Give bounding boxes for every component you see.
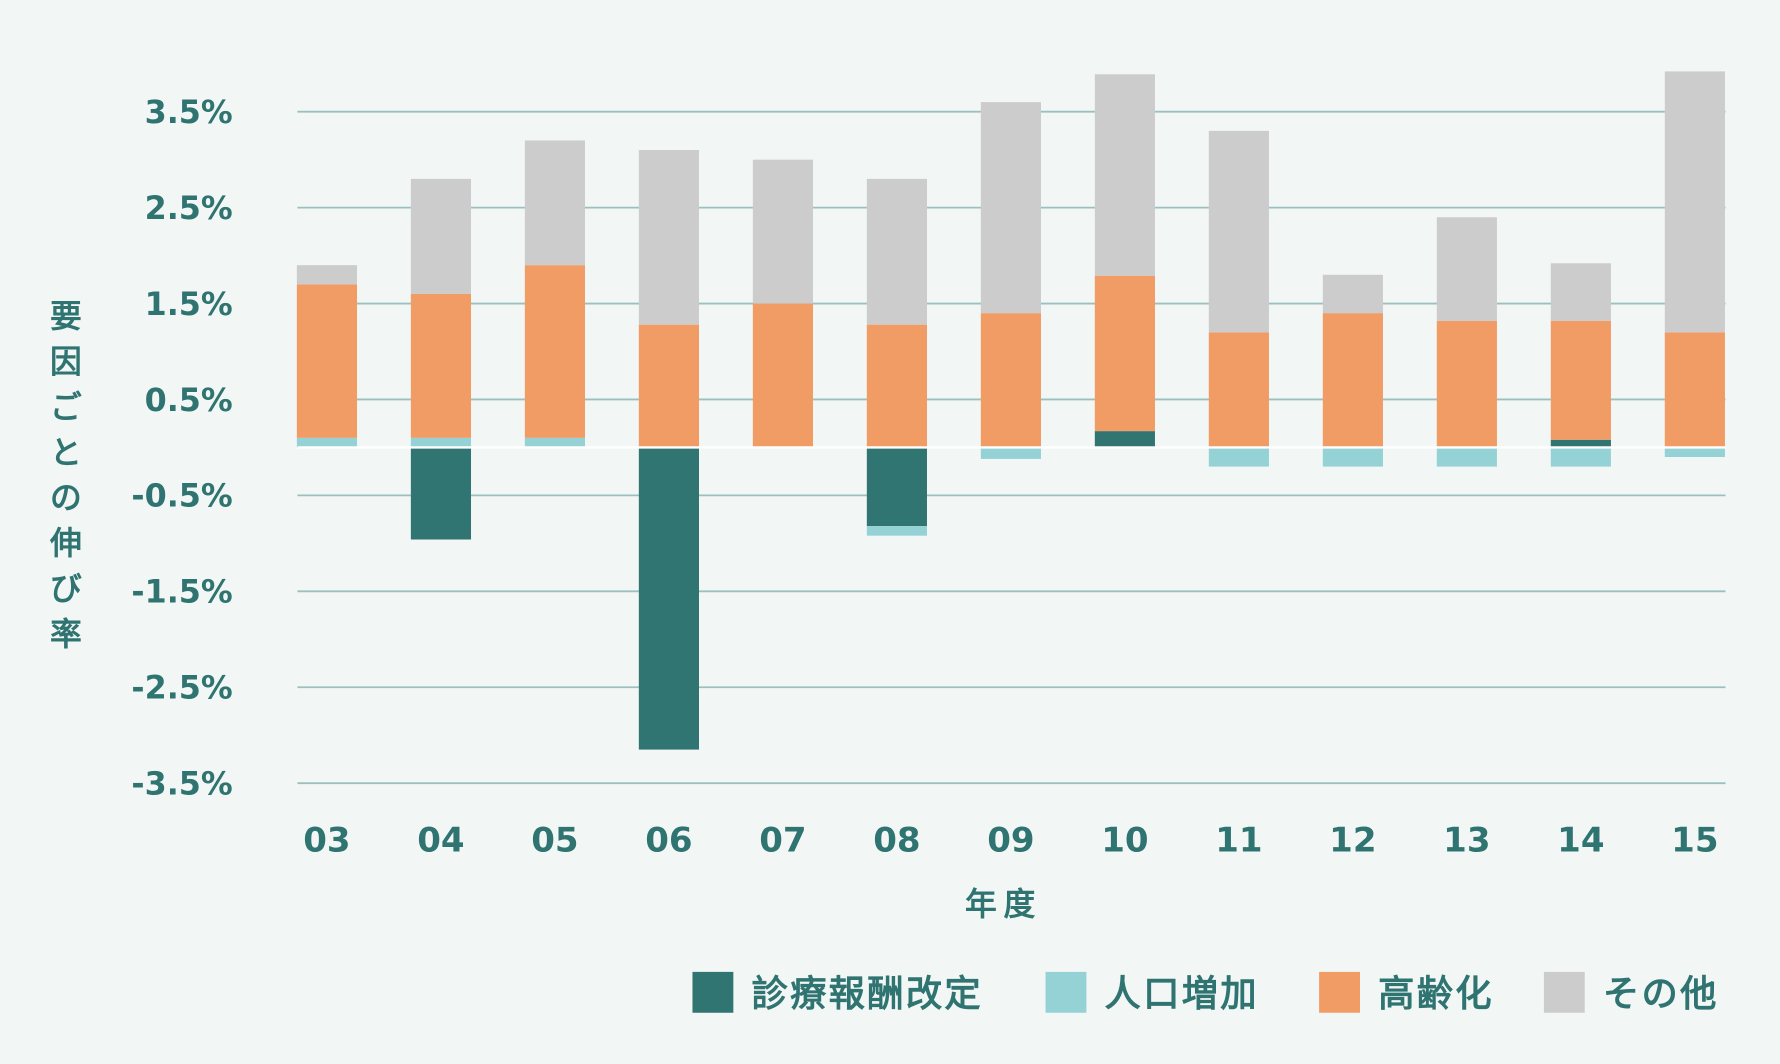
bar-08-segment [866, 526, 927, 536]
x-tick-label: 13 [1443, 821, 1490, 861]
bar-15-segment [1664, 332, 1725, 448]
bar-10-segment [1094, 74, 1155, 276]
bar-09-segment [980, 102, 1041, 314]
bar-12-segment [1322, 313, 1383, 448]
legend-swatch [1045, 971, 1087, 1013]
bar-06-segment [638, 150, 700, 325]
x-tick-label: 12 [1329, 821, 1376, 861]
bar-05-segment [524, 265, 586, 438]
y-tick-label: -0.5% [131, 479, 232, 515]
x-tick-label: 05 [531, 821, 578, 861]
legend-label: 診療報酬改定 [752, 972, 984, 1015]
y-tick-label: -2.5% [131, 671, 232, 707]
bar-11-segment [1208, 332, 1269, 448]
bar-12-segment [1322, 274, 1383, 314]
bar-08-segment [866, 178, 927, 325]
bar-04-segment [410, 293, 472, 438]
y-tick-label: 2.5% [145, 191, 233, 227]
bar-15-segment [1664, 71, 1725, 333]
y-tick-label: 1.5% [145, 287, 233, 323]
y-tick-label: 0.5% [145, 383, 233, 419]
bar-05-segment [524, 140, 586, 266]
bar-14-segment [1550, 439, 1611, 448]
x-tick-label: 03 [303, 821, 350, 861]
x-tick-label: 11 [1215, 821, 1262, 861]
bar-06-segment [638, 324, 700, 448]
y-tick-label: -3.5% [131, 767, 232, 803]
bar-04-segment [410, 437, 472, 448]
bar-08-segment [866, 447, 927, 527]
bar-05-segment [524, 437, 586, 448]
bar-03-segment [296, 265, 358, 285]
legend-swatch [1543, 971, 1585, 1013]
bar-08-segment [866, 324, 927, 448]
bar-07-segment [752, 303, 813, 448]
bar-11-segment [1208, 130, 1269, 333]
y-tick-label: 3.5% [145, 95, 233, 131]
x-axis-label: 年度 [965, 887, 1042, 923]
legend-label: その他 [1603, 972, 1719, 1015]
bar-14-segment [1550, 263, 1611, 321]
bar-13-segment [1436, 447, 1497, 467]
bar-03-segment [296, 284, 358, 438]
bar-09-segment [980, 447, 1041, 459]
bar-07-segment [752, 159, 813, 304]
y-tick-label: -1.5% [131, 575, 232, 611]
x-tick-label: 10 [1101, 821, 1148, 861]
x-tick-label: 08 [873, 821, 920, 861]
bar-04-segment [410, 447, 472, 540]
x-tick-label: 09 [987, 821, 1034, 861]
legend-label: 人口増加 [1105, 972, 1259, 1015]
x-tick-label: 06 [645, 821, 692, 861]
bar-04-segment [410, 178, 472, 294]
bar-12-segment [1322, 447, 1383, 467]
x-tick-label: 07 [759, 821, 806, 861]
y-axis-label: 要因ごとの伸び率 [49, 299, 82, 653]
bar-09-segment [980, 313, 1041, 448]
bar-14-segment [1550, 447, 1611, 467]
bar-10-segment [1094, 431, 1155, 448]
legend-label: 高齢化 [1378, 972, 1494, 1015]
x-tick-label: 04 [417, 821, 464, 861]
bar-13-segment [1436, 217, 1497, 321]
bar-14-segment [1550, 320, 1611, 440]
bar-11-segment [1208, 447, 1269, 467]
legend-swatch [692, 971, 734, 1013]
bar-03-segment [296, 437, 358, 448]
legend-swatch [1319, 971, 1360, 1013]
bar-06-segment [638, 447, 700, 750]
bar-10-segment [1094, 275, 1155, 432]
x-tick-label: 15 [1671, 821, 1718, 861]
x-tick-label: 14 [1557, 821, 1604, 861]
bar-15-segment [1664, 447, 1725, 458]
bar-13-segment [1436, 320, 1497, 448]
